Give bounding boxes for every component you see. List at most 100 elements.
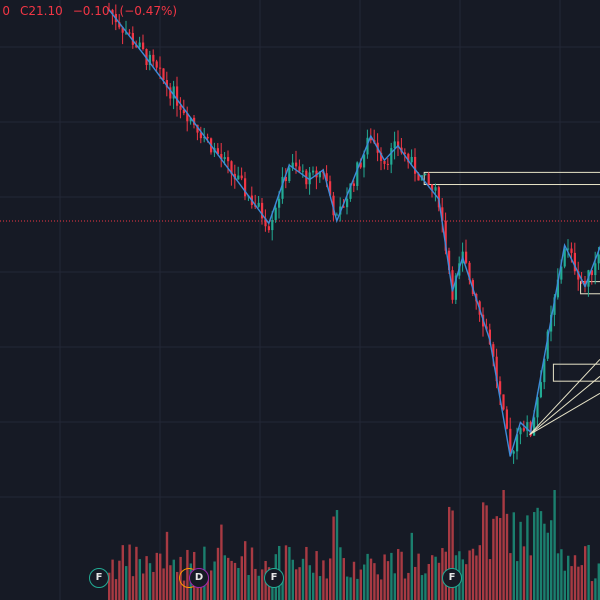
candle-body [230, 161, 233, 174]
volume-bar [254, 568, 257, 600]
dividend-marker-label: D [194, 572, 204, 583]
candle-body [291, 162, 294, 168]
volume-bar [108, 572, 111, 600]
volume-bar [125, 566, 128, 600]
candle-body [553, 297, 556, 315]
volume-bar [509, 553, 512, 600]
candle-body [363, 154, 366, 168]
volume-bar [162, 568, 165, 600]
volume-bar [516, 561, 519, 600]
candle [427, 172, 430, 188]
volume-bar [485, 505, 488, 600]
candle-body [179, 105, 182, 110]
candle [237, 166, 240, 180]
candle [264, 209, 267, 232]
candle [390, 142, 393, 174]
volume-bar [424, 573, 427, 600]
volume-bar [373, 563, 376, 600]
volume-bar [261, 569, 264, 600]
earnings-marker-1[interactable]: F [89, 568, 109, 588]
candle [274, 203, 277, 223]
candle-body [301, 170, 304, 172]
candle-body [533, 417, 536, 436]
candle-body [264, 218, 267, 227]
candle-body [284, 176, 287, 182]
candle [380, 147, 383, 171]
fan-line [529, 392, 600, 436]
candlesticks[interactable] [108, 2, 600, 464]
candle-body [352, 183, 355, 186]
candle [451, 266, 454, 304]
candle-body [437, 187, 440, 208]
candle-body [261, 202, 264, 219]
candle [346, 187, 349, 215]
candle-body [556, 279, 559, 298]
candle [434, 183, 437, 202]
candle-body [397, 141, 400, 148]
volume-bar [468, 550, 471, 600]
candle-body [169, 87, 172, 99]
volume-bar [567, 555, 570, 600]
candle [573, 242, 576, 275]
candle [363, 150, 366, 178]
volume-bar [176, 571, 179, 600]
zone-box [423, 171, 600, 186]
volume-bar [573, 555, 577, 600]
volume-bar [376, 574, 379, 600]
volume-bar [352, 561, 356, 600]
volume-bar [482, 502, 485, 600]
fan-line [529, 358, 600, 435]
candle-body [298, 166, 301, 172]
candle-body [308, 172, 311, 185]
candle-body [257, 202, 260, 207]
earnings-marker-label: F [95, 572, 103, 583]
volume-bar [206, 579, 209, 600]
volume-bar [390, 552, 393, 600]
candle [257, 195, 260, 208]
volume-bar [397, 549, 400, 600]
candle-body [138, 42, 141, 48]
volume-bar [461, 559, 464, 600]
volume-bar [291, 559, 294, 600]
candle-body [111, 9, 114, 14]
volume-bar [295, 569, 298, 600]
volume-bar [471, 548, 475, 600]
candle [179, 97, 182, 119]
candle-body [454, 275, 457, 300]
volume-bar [451, 510, 454, 600]
candle [567, 239, 570, 258]
candle [186, 106, 189, 132]
candle-body [407, 153, 410, 163]
candle [414, 148, 417, 182]
candle-body [332, 195, 335, 216]
trend-fan-lines[interactable] [529, 358, 600, 436]
volume-bar [210, 570, 213, 600]
ohlc-legend: 0 C21.10 −0.10 (−0.47%) [0, 3, 177, 19]
candle [138, 36, 141, 51]
volume-bar [410, 532, 413, 600]
candle-body [597, 254, 600, 264]
candle-body [349, 183, 352, 199]
candle-body [325, 173, 328, 182]
volume-bar [159, 553, 162, 600]
candle [383, 160, 386, 170]
candle-body [295, 162, 298, 167]
earnings-marker-3[interactable]: F [442, 568, 462, 588]
earnings-marker-2[interactable]: F [264, 568, 284, 588]
volume-bar [594, 578, 597, 600]
candle [305, 168, 308, 189]
volume-bar [393, 573, 396, 600]
dividend-marker[interactable]: D [189, 568, 209, 588]
candle-body [240, 175, 243, 179]
zigzag-indicator-line[interactable] [108, 9, 600, 457]
candle-body [356, 162, 359, 186]
candle [594, 251, 597, 285]
volume-bar [318, 576, 322, 600]
volume-bar [155, 552, 158, 600]
candle-body [152, 54, 155, 62]
legend-change-percent: (−0.47%) [119, 4, 178, 18]
candle-body [560, 266, 563, 280]
candle-body [196, 124, 199, 133]
